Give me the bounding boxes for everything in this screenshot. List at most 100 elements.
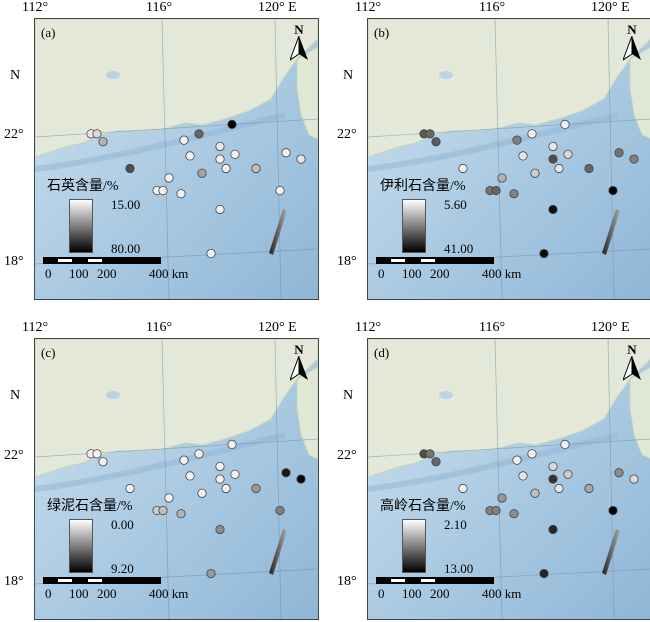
station-point	[491, 505, 501, 516]
lat-tick-18-a: 18°	[4, 254, 24, 269]
legend-gradient	[69, 519, 93, 573]
station-point	[491, 185, 501, 196]
station-point	[512, 455, 522, 465]
station-point	[560, 439, 570, 450]
lat-tick-22-b: 22°	[337, 127, 357, 142]
scale-label-200: 200	[97, 266, 117, 281]
map-canvas	[368, 19, 650, 299]
station-point	[296, 154, 306, 164]
station-point	[158, 505, 168, 516]
bank-symbol	[602, 209, 620, 255]
scale-label-0: 0	[378, 266, 385, 281]
scale-label-0: 0	[45, 586, 52, 601]
grid-line	[35, 118, 318, 138]
station-point	[608, 505, 618, 516]
grid-line	[274, 339, 282, 619]
lat-n-label-a: N	[10, 68, 21, 83]
station-point	[158, 185, 168, 196]
station-point	[185, 151, 195, 161]
taiwan-island	[296, 46, 318, 140]
legend-min: 9.20	[111, 561, 134, 576]
scale-bar	[376, 257, 494, 264]
north-arrow-icon	[621, 35, 641, 62]
panel-letter: (b)	[374, 25, 390, 40]
station-point	[215, 154, 225, 164]
lon-tick-116-top-right: 116°	[479, 0, 506, 15]
scale-bar	[43, 257, 161, 264]
station-point	[458, 483, 468, 494]
station-point	[206, 248, 216, 259]
scale-label-400: 400 km	[482, 586, 522, 601]
station-point	[281, 468, 291, 478]
bank-symbol	[602, 529, 620, 575]
station-point	[215, 524, 225, 535]
map-panel: (c) N 绿泥石含量/% 0.00 9.20 0 100 200 400 km	[34, 338, 319, 620]
bank-symbol	[269, 529, 287, 575]
station-point	[539, 568, 549, 579]
scale-label-400: 400 km	[482, 266, 522, 281]
station-point	[584, 483, 594, 494]
lon-tick-120-top-right: 120° E	[591, 0, 630, 15]
lon-tick-116-bottom-left: 116°	[146, 320, 173, 335]
station-point	[125, 483, 135, 494]
station-point	[194, 129, 204, 139]
station-point	[584, 163, 594, 174]
station-point	[221, 483, 231, 494]
grid-line	[494, 339, 503, 619]
legend-min: 13.00	[444, 561, 474, 576]
legend-max: 5.60	[444, 197, 467, 212]
scale-label-200: 200	[430, 586, 450, 601]
lon-tick-112-top-left: 112°	[22, 0, 49, 15]
north-arrow: N	[288, 23, 310, 67]
lat-n-label-d: N	[343, 388, 354, 403]
station-point	[197, 488, 207, 498]
station-point	[548, 474, 558, 484]
legend-gradient	[402, 199, 426, 253]
grid-line	[607, 19, 615, 299]
station-point	[608, 185, 618, 196]
station-point	[230, 149, 240, 159]
north-label: N	[294, 342, 304, 357]
legend-min: 80.00	[111, 241, 141, 256]
station-point	[497, 173, 507, 183]
station-point	[527, 449, 537, 459]
scale-label-0: 0	[45, 266, 52, 281]
grid-line	[161, 339, 170, 619]
station-point	[560, 119, 570, 130]
lake	[106, 71, 120, 79]
station-point	[614, 468, 624, 478]
legend-title: 伊利石含量/%	[380, 179, 466, 194]
lat-tick-22-c: 22°	[4, 448, 24, 463]
station-point	[509, 509, 519, 519]
scale-bar	[43, 577, 161, 584]
station-point	[539, 248, 549, 259]
legend-min: 41.00	[444, 241, 474, 256]
taiwan-island	[296, 366, 318, 460]
station-point	[251, 163, 261, 174]
station-point	[227, 119, 237, 130]
scale-label-100: 100	[69, 586, 89, 601]
north-label: N	[627, 22, 637, 37]
grid-line	[35, 438, 318, 458]
lat-tick-18-b: 18°	[337, 254, 357, 269]
map-panel: (a) N 石英含量/% 15.00 80.00 0 100 200 400 k…	[34, 18, 319, 300]
station-point	[98, 457, 108, 467]
grid-line	[274, 19, 282, 299]
legend-gradient	[402, 519, 426, 573]
station-point	[512, 135, 522, 145]
station-point	[563, 469, 573, 479]
station-point	[458, 163, 468, 174]
scale-label-100: 100	[402, 266, 422, 281]
station-point	[179, 135, 189, 145]
station-point	[194, 449, 204, 459]
station-point	[431, 137, 441, 147]
lat-tick-22-d: 22°	[337, 448, 357, 463]
station-point	[614, 148, 624, 158]
north-arrow: N	[621, 23, 643, 67]
lon-tick-120-bottom-left: 120° E	[258, 320, 297, 335]
station-point	[275, 505, 285, 516]
legend-max: 2.10	[444, 517, 467, 532]
station-point	[179, 455, 189, 465]
lat-tick-18-c: 18°	[4, 574, 24, 589]
station-point	[548, 154, 558, 164]
